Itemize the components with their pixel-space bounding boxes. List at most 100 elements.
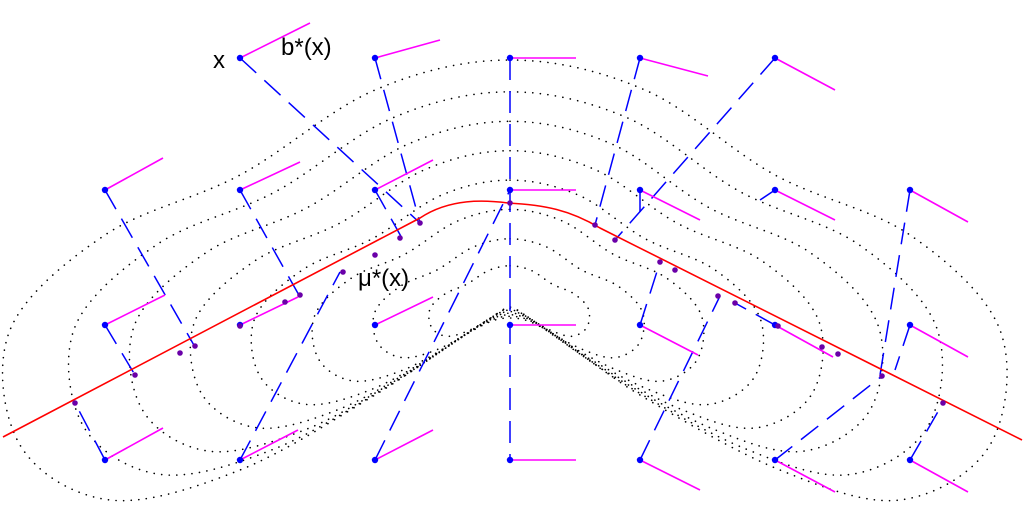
direction-segment-20 [104, 427, 164, 461]
label-x: x [213, 47, 225, 74]
direction-segment-13 [104, 294, 166, 326]
projection-point-8 [340, 269, 346, 275]
direction-segment-7 [239, 161, 301, 191]
contour-ring-3 [128, 120, 884, 453]
projection-point-9 [372, 252, 378, 258]
projection-point-13 [592, 222, 598, 228]
direction-segment-17 [639, 324, 699, 356]
grid-point-5 [771, 54, 779, 62]
projection-point-15 [657, 259, 663, 265]
grid-point-13 [101, 321, 109, 329]
magenta-direction-segments [104, 22, 969, 493]
grid-point-17 [636, 321, 644, 329]
direction-segment-15 [374, 296, 434, 326]
grid-point-6 [101, 186, 109, 194]
projection-point-7 [297, 292, 303, 298]
projection-point-19 [775, 323, 781, 329]
dashed-line-16 [734, 302, 776, 326]
direction-segment-5 [774, 57, 836, 91]
projection-point-16 [672, 267, 678, 273]
grid-point-25 [771, 456, 779, 464]
direction-segment-26 [909, 459, 969, 493]
label-b-star-x: b*(x) [281, 34, 332, 61]
dashed-line-18 [894, 324, 911, 371]
dashed-line-3 [104, 189, 196, 348]
blue-dashed-projection-lines [74, 57, 944, 461]
grid-point-10 [636, 186, 644, 194]
dashed-line-6 [104, 324, 136, 376]
red-principal-curve [2, 200, 1023, 441]
label-mu-star-x: μ*(x) [358, 265, 409, 292]
dashed-line-12 [614, 57, 776, 241]
grid-point-19 [906, 321, 914, 329]
projection-point-10 [397, 235, 403, 241]
dotted-contour-lines [1, 59, 1008, 502]
dashed-line-20 [774, 375, 883, 461]
projection-point-22 [879, 373, 885, 379]
grid-point-23 [506, 456, 514, 464]
projection-point-21 [835, 351, 841, 357]
dashed-line-17 [879, 189, 911, 376]
dashed-line-8 [374, 189, 511, 461]
contour-ring-1 [1, 59, 1008, 502]
grid-point-9 [506, 186, 514, 194]
grid-point-4 [636, 54, 644, 62]
dashed-line-7 [239, 271, 341, 461]
projection-point-6 [282, 299, 288, 305]
contour-ring-7 [372, 237, 646, 359]
projection-point-18 [732, 300, 738, 306]
projection-point-11 [417, 220, 423, 226]
direction-segment-19 [909, 324, 969, 358]
grid-point-2 [371, 54, 379, 62]
direction-segment-22 [374, 429, 434, 461]
direction-segment-4 [639, 57, 709, 77]
contour-ring-6 [311, 208, 705, 383]
projection-point-14 [612, 237, 618, 243]
grid-point-20 [101, 456, 109, 464]
grid-point-8 [371, 186, 379, 194]
grid-point-15 [371, 321, 379, 329]
projection-point-20 [819, 344, 825, 350]
grid-point-12 [906, 186, 914, 194]
blue-grid-points [101, 54, 914, 464]
direction-segment-14 [239, 296, 299, 326]
grid-point-1 [236, 54, 244, 62]
dashed-line-1 [239, 57, 421, 224]
dashed-line-15 [639, 261, 661, 326]
projection-point-17 [715, 293, 721, 299]
direction-segment-2 [374, 39, 441, 59]
direction-segment-18 [774, 324, 834, 358]
direction-segment-1 [239, 22, 311, 59]
grid-point-22 [371, 456, 379, 464]
direction-segment-11 [774, 189, 836, 221]
dashed-line-5 [374, 189, 404, 241]
direction-segment-21 [239, 429, 299, 461]
projection-point-3 [177, 350, 183, 356]
dashed-line-11 [594, 57, 641, 226]
direction-segment-6 [104, 157, 164, 191]
dashed-line-9 [74, 402, 106, 461]
dashed-line-21 [909, 402, 944, 461]
grid-point-26 [906, 456, 914, 464]
grid-point-21 [236, 456, 244, 464]
projection-point-12 [507, 200, 513, 206]
direction-segment-12 [909, 189, 969, 223]
projection-point-5 [237, 323, 243, 329]
direction-segment-24 [639, 459, 701, 491]
dashed-line-19 [639, 295, 721, 461]
dashed-line-2 [374, 57, 421, 224]
projection-point-4 [192, 343, 198, 349]
grid-point-11 [771, 186, 779, 194]
projection-point-1 [72, 400, 78, 406]
projection-point-23 [940, 400, 946, 406]
dashed-line-4 [239, 189, 301, 298]
direction-segment-8 [374, 159, 434, 191]
projection-point-2 [132, 372, 138, 378]
direction-segment-10 [639, 189, 701, 221]
grid-point-7 [236, 186, 244, 194]
direction-segment-25 [774, 459, 836, 493]
grid-point-16 [506, 321, 514, 329]
contour-ring-2 [67, 90, 944, 476]
